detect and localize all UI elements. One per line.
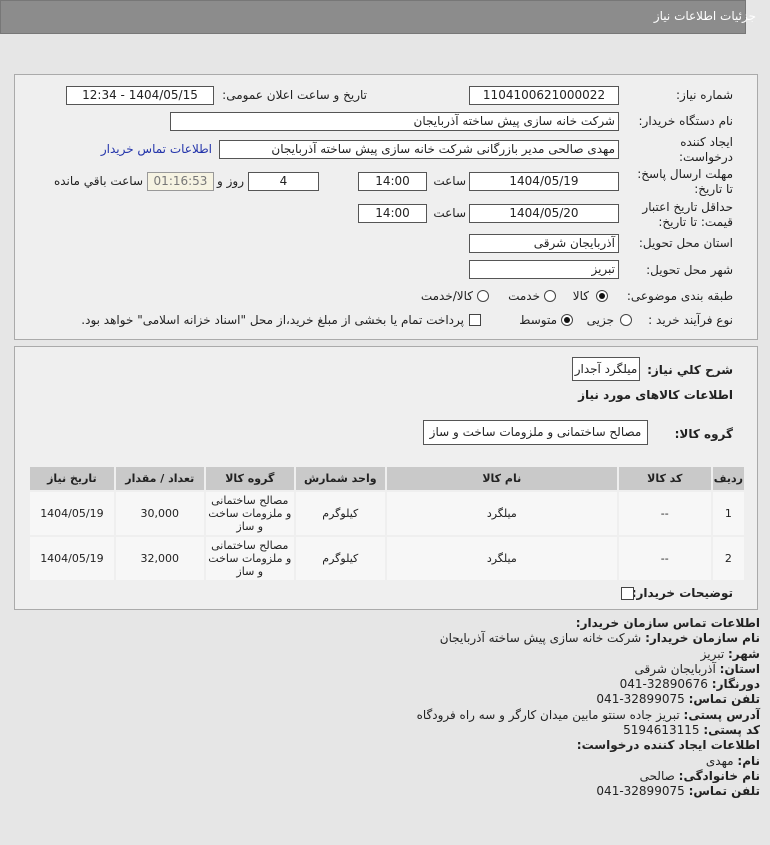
cell-qty: 32,000 — [115, 537, 204, 580]
deadline-label-2: تا تاریخ: — [694, 182, 733, 196]
category-radio-goods[interactable] — [596, 290, 608, 302]
cell-qty: 30,000 — [115, 492, 204, 535]
need-number-label: شماره نیاز: — [676, 88, 733, 102]
creator-label-1: ایجاد کننده — [680, 135, 733, 149]
cell-unit: کیلوگرم — [295, 492, 385, 535]
category-label: طبقه بندی موضوعی: — [626, 289, 733, 303]
cell-name: میلگرد — [386, 537, 617, 580]
validity-label-2: قیمت: تا تاریخ: — [658, 215, 733, 229]
org-label: نام سازمان خریدار: — [645, 631, 760, 646]
deadline-date-field[interactable]: 1404/05/19 — [469, 172, 619, 191]
validity-label-1: حداقل تاریخ اعتبار — [642, 200, 733, 214]
category-radio-both[interactable] — [477, 290, 489, 302]
remaining-label: ساعت باقي مانده — [53, 174, 143, 188]
address-value: تبریز جاده سنتو مابین میدان کارگر و سه ر… — [416, 707, 680, 722]
contact-section: اطلاعات تماس سازمان خریدار: نام سازمان خ… — [60, 616, 760, 800]
cell-date: 1404/05/19 — [30, 492, 114, 535]
cell-date: 1404/05/19 — [30, 537, 114, 580]
need-number-field[interactable]: 1104100621000022 — [469, 86, 619, 105]
validity-date-field[interactable]: 1404/05/20 — [469, 204, 619, 223]
buyer-org-field[interactable]: شرکت خانه سازی پیش ساخته آذربایجان — [170, 112, 619, 131]
postal-label: کد پستی: — [703, 723, 760, 738]
cell-code: -- — [618, 537, 711, 580]
province-label: استان محل تحویل: — [638, 236, 733, 250]
process-label: نوع فرآیند خرید : — [648, 313, 733, 327]
group-field: مصالح ساختمانی و ملزومات ساخت و ساز — [423, 420, 648, 445]
process-medium-label: متوسط — [519, 313, 557, 327]
col-date: تاریخ نیاز — [30, 467, 114, 490]
days-field[interactable]: 4 — [248, 172, 319, 191]
summary-field: میلگرد آجدار — [572, 357, 640, 381]
cell-row: 1 — [712, 492, 744, 535]
days-label: روز و — [217, 174, 244, 188]
category-radio-service[interactable] — [544, 290, 556, 302]
table-row: 2 -- میلگرد کیلوگرم مصالح ساختمانی و ملز… — [30, 537, 744, 580]
city-label: شهر: — [728, 646, 760, 661]
city-value: تبریز — [700, 646, 725, 661]
cell-unit: کیلوگرم — [295, 537, 385, 580]
col-code: کد کالا — [618, 467, 711, 490]
deadline-time-label: ساعت — [433, 174, 466, 188]
family-label: نام خانوادگی: — [678, 768, 760, 783]
buyer-contact-link[interactable]: اطلاعات تماس خریدار — [100, 142, 212, 156]
name-label: نام: — [737, 753, 760, 768]
page-title: جزئیات اطلاعات نیاز — [653, 9, 756, 23]
summary-label: شرح كلي نياز: — [647, 363, 733, 377]
col-name: نام کالا — [386, 467, 617, 490]
deadline-time-field[interactable]: 14:00 — [358, 172, 427, 191]
cell-group: مصالح ساختمانی و ملزومات ساخت و ساز — [205, 537, 294, 580]
cell-code: -- — [618, 492, 711, 535]
province-label: استان: — [719, 661, 760, 676]
creator-phone-value: 041-32899075 — [596, 784, 685, 799]
creator-label-2: درخواست: — [679, 150, 733, 164]
announce-field[interactable]: 1404/05/15 - 12:34 — [66, 86, 214, 105]
city-field[interactable]: تبریز — [469, 260, 619, 279]
deadline-label-1: مهلت ارسال پاسخ: — [637, 167, 733, 181]
buyer-notes-label: توضیحات خریدار: — [631, 586, 733, 600]
family-value: صالحی — [639, 768, 675, 783]
city-label: شهر محل تحویل: — [646, 263, 733, 277]
process-radio-medium[interactable] — [561, 314, 573, 326]
col-unit: واحد شمارش — [295, 467, 385, 490]
province-field[interactable]: آذربایجان شرقی — [469, 234, 619, 253]
process-minor-label: جزیی — [586, 313, 614, 327]
cell-name: میلگرد — [386, 492, 617, 535]
creator-field[interactable]: مهدی صالحی مدیر بازرگانی شرکت خانه سازی … — [219, 140, 619, 159]
contact-title: اطلاعات تماس سازمان خریدار: — [575, 616, 760, 630]
validity-time-label: ساعت — [433, 206, 466, 220]
col-row: ردیف — [712, 467, 744, 490]
category-both-label: کالا/خدمت — [420, 289, 473, 303]
buyer-notes-checkbox[interactable] — [621, 587, 634, 600]
cell-group: مصالح ساختمانی و ملزومات ساخت و ساز — [205, 492, 294, 535]
announce-label: تاریخ و ساعت اعلان عمومی: — [222, 88, 367, 102]
org-value: شرکت خانه سازی پیش ساخته آذربایجان — [439, 631, 642, 646]
category-service-label: خدمت — [508, 289, 540, 303]
cell-row: 2 — [712, 537, 744, 580]
process-radio-minor[interactable] — [620, 314, 632, 326]
fax-value: 041-32890676 — [619, 677, 708, 692]
group-label: گروه کالا: — [674, 427, 733, 441]
postal-value: 5194613115 — [623, 723, 700, 738]
payment-note: پرداخت تمام یا بخشی از مبلغ خرید،از محل … — [81, 313, 464, 327]
phone-label: تلفن تماس: — [688, 692, 760, 707]
fax-label: دورنگار: — [711, 677, 760, 692]
page-header: جزئیات اطلاعات نیاز — [0, 0, 756, 34]
province-value: آذربایجان شرقی — [634, 661, 716, 676]
table-row: 1 -- میلگرد کیلوگرم مصالح ساختمانی و ملز… — [30, 492, 744, 535]
creator-phone-label: تلفن تماس: — [688, 784, 760, 799]
address-label: آدرس پستی: — [683, 707, 760, 722]
items-title: اطلاعات کالاهای مورد نیاز — [578, 388, 733, 402]
table-header: ردیف کد کالا نام کالا واحد شمارش گروه کا… — [30, 467, 744, 490]
remaining-timer: 01:16:53 — [147, 172, 214, 191]
validity-time-field[interactable]: 14:00 — [358, 204, 427, 223]
items-table: ردیف کد کالا نام کالا واحد شمارش گروه کا… — [28, 465, 746, 582]
buyer-org-label: نام دستگاه خریدار: — [638, 114, 734, 128]
creator-title: اطلاعات ایجاد کننده درخواست: — [576, 738, 760, 753]
name-value: مهدی — [705, 753, 734, 768]
category-goods-label: کالا — [572, 289, 589, 303]
phone-value: 041-32899075 — [596, 692, 685, 707]
col-qty: تعداد / مقدار — [115, 467, 204, 490]
col-group: گروه کالا — [205, 467, 294, 490]
payment-checkbox[interactable] — [469, 314, 481, 326]
